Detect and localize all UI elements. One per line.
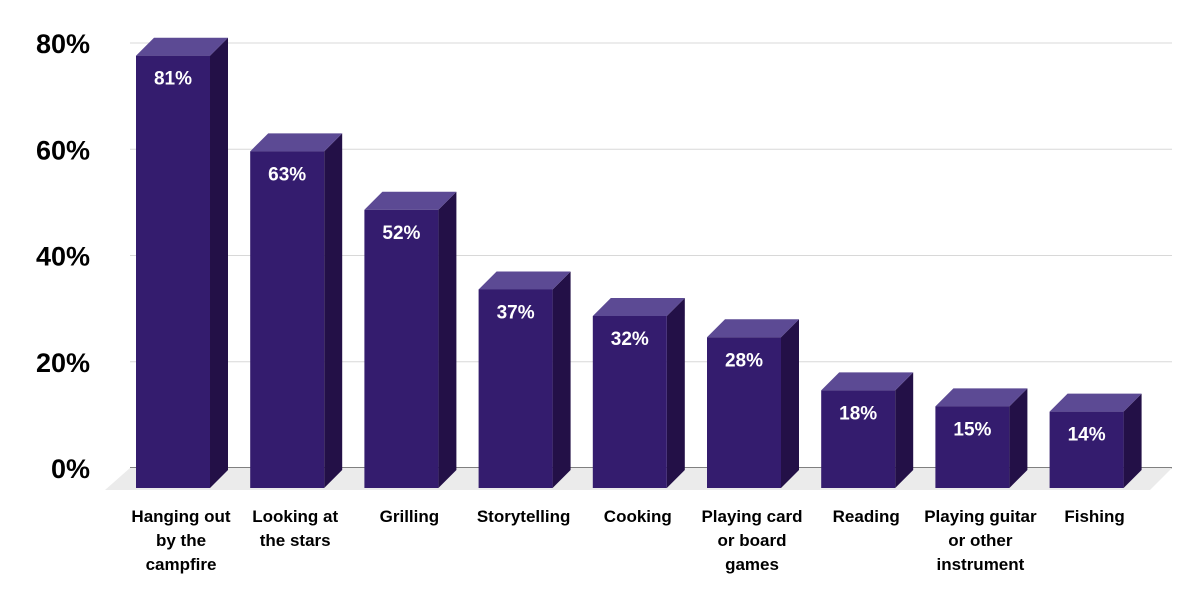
category-label-line: Reading [833, 507, 900, 526]
bar [1049, 393, 1142, 488]
data-label: 52% [382, 223, 420, 244]
category-label-line: Grilling [380, 507, 440, 526]
bar-front [935, 406, 1010, 488]
category-label-line: Fishing [1064, 507, 1124, 526]
data-labels: 81% 63% 52% 37% 32% 28% 18% 15% 14% [154, 69, 1106, 446]
bar [250, 133, 343, 488]
category-label: Reading [833, 507, 900, 526]
bars [136, 37, 1142, 488]
category-label-line: Playing card [701, 507, 802, 526]
bar-front [821, 390, 896, 488]
bar-side [324, 133, 343, 488]
category-label: Cooking [604, 507, 672, 526]
bar [592, 298, 685, 488]
bar-front [364, 209, 439, 488]
bar-front [136, 55, 210, 488]
bar-front [707, 337, 781, 488]
bar-side [552, 271, 571, 488]
bar-side [666, 298, 685, 488]
bar-front [592, 316, 667, 488]
bar [707, 319, 799, 488]
bar-front [478, 289, 553, 488]
category-label: Hanging out by the campfire [131, 507, 230, 574]
bar-front [1049, 411, 1124, 488]
y-tick-label: 60% [36, 135, 90, 165]
y-axis-ticks: 0% 20% 40% 60% 80% [36, 29, 90, 484]
bar-top [364, 191, 457, 210]
category-label: Grilling [380, 507, 440, 526]
bar [364, 191, 457, 488]
y-tick-label: 40% [36, 242, 90, 272]
data-label: 15% [953, 419, 991, 440]
bar-top [478, 271, 571, 290]
bar-side [1123, 393, 1142, 488]
data-label: 14% [1068, 425, 1106, 446]
bar-top [1049, 393, 1142, 412]
y-tick-label: 20% [36, 348, 90, 378]
data-label: 28% [725, 350, 763, 371]
category-label: Storytelling [477, 507, 571, 526]
bar-side [438, 191, 457, 488]
bar-top [821, 372, 914, 391]
bar-top [592, 298, 685, 316]
bar-top [707, 319, 799, 338]
category-label-line: the stars [260, 531, 331, 550]
bar [136, 37, 228, 488]
bar [478, 271, 571, 488]
bar [935, 388, 1028, 488]
category-label-line: instrument [936, 555, 1024, 574]
y-tick-label: 0% [51, 454, 90, 484]
bar-side [895, 372, 914, 488]
bar-top [136, 37, 228, 56]
category-label-line: or board [718, 531, 787, 550]
category-label-line: Cooking [604, 507, 672, 526]
bar-side [210, 37, 228, 488]
x-axis-labels: Hanging out by the campfire Looking at the s… [131, 507, 1124, 574]
data-label: 81% [154, 69, 192, 90]
category-label-line: Playing guitar [924, 507, 1037, 526]
y-tick-label: 80% [36, 29, 90, 59]
category-label-line: or other [948, 531, 1013, 550]
bar-top [935, 388, 1028, 407]
category-label-line: games [725, 555, 779, 574]
category-label-line: Looking at [252, 507, 338, 526]
bar-side [1009, 388, 1028, 488]
data-label: 63% [268, 164, 306, 185]
bar-side [781, 319, 799, 488]
category-label-line: campfire [146, 555, 217, 574]
category-label: Playing card or board games [701, 507, 802, 574]
data-label: 37% [497, 302, 535, 323]
category-label-line: Hanging out [131, 507, 230, 526]
category-label: Fishing [1064, 507, 1124, 526]
category-label-line: by the [156, 531, 206, 550]
bar-top [250, 133, 343, 152]
data-label: 32% [611, 329, 649, 350]
category-label-line: Storytelling [477, 507, 571, 526]
category-label: Playing guitar or other instrument [924, 507, 1037, 574]
data-label: 18% [839, 403, 877, 424]
bar-front [250, 151, 325, 488]
bar [821, 372, 914, 488]
category-label: Looking at the stars [252, 507, 338, 550]
